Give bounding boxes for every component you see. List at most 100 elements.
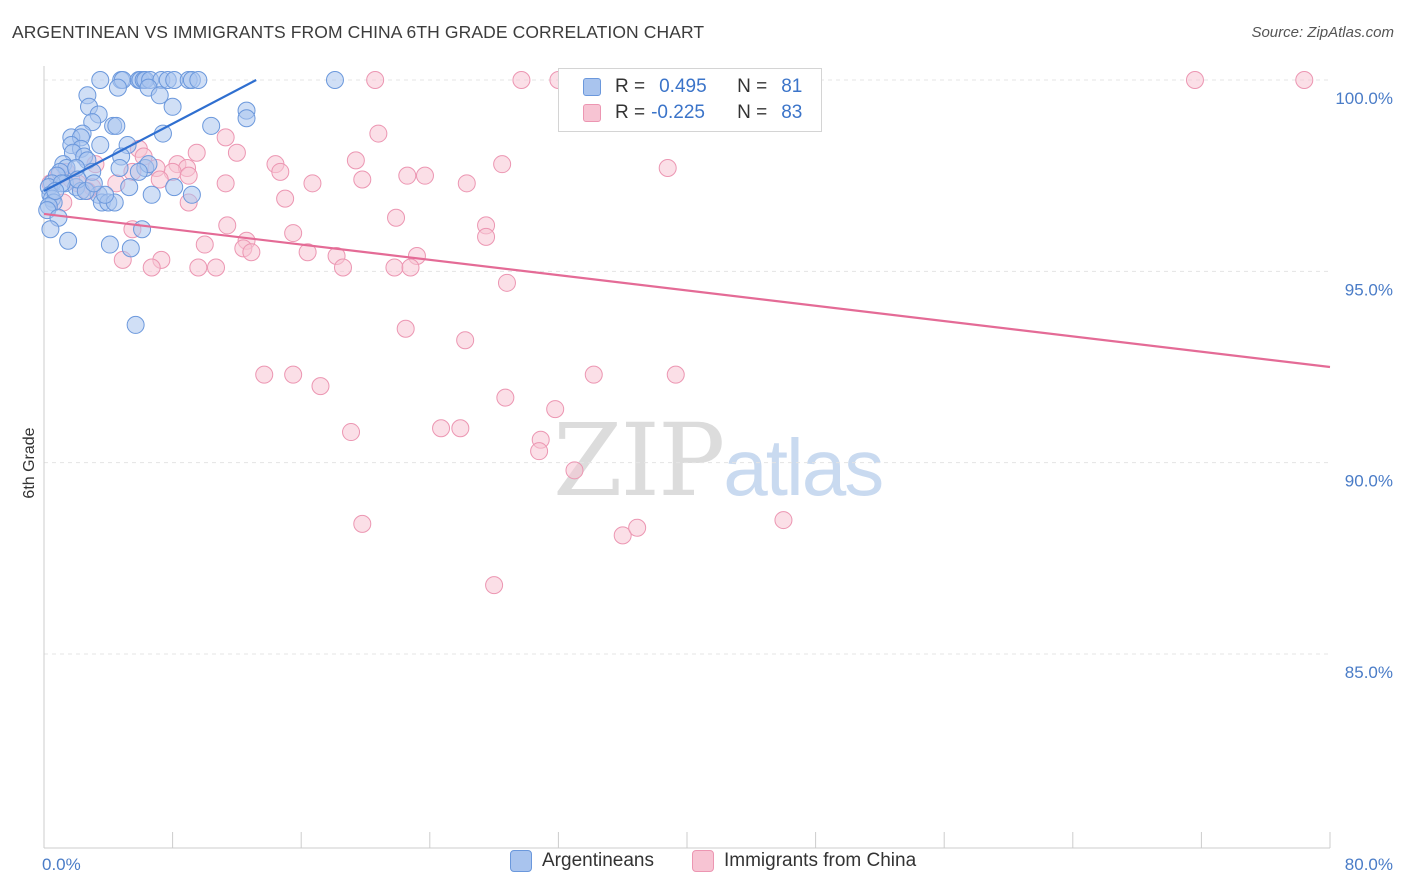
x-tick-label: 80.0% [1345, 855, 1393, 874]
data-point-china [276, 189, 295, 208]
data-point-china [613, 526, 632, 545]
series-immigrants-from-china [41, 71, 1314, 595]
data-point-china [398, 166, 417, 185]
data-point-argentinean [189, 71, 208, 89]
y-tick-label: 85.0% [1345, 663, 1393, 682]
data-point-china [1295, 71, 1314, 89]
data-point-argentinean [202, 116, 221, 135]
legend-r-label: R = [615, 102, 646, 123]
gridlines [44, 79, 1330, 655]
data-point-argentinean [133, 220, 152, 239]
legend-r-value: -0.225 [651, 102, 705, 123]
data-point-china [242, 243, 261, 262]
data-point-china [565, 461, 584, 480]
stats-legend: R = 0.495 N = 81 R = -0.225 N = 83 [558, 68, 822, 132]
axes [43, 66, 1331, 849]
data-point-china [346, 151, 365, 170]
data-point-china [415, 166, 434, 185]
legend-n-value: 81 [781, 76, 803, 97]
watermark-zip: ZIP [553, 402, 725, 519]
data-point-china [255, 365, 274, 384]
data-point-china [195, 235, 214, 254]
y-tick-label: 95.0% [1345, 280, 1393, 299]
data-point-argentinean [129, 162, 148, 181]
data-point-china [493, 155, 512, 174]
y-axis-label: 6th Grade [21, 427, 38, 498]
data-point-china [387, 208, 406, 227]
data-point-china [485, 576, 504, 595]
data-point-china [284, 365, 303, 384]
data-point-china [271, 162, 290, 181]
data-point-china [342, 423, 361, 442]
data-point-argentinean [84, 174, 103, 193]
legend-swatch-blue [583, 78, 601, 96]
data-point-argentinean [121, 239, 140, 258]
legend-label-immigrants-from-china: Immigrants from China [724, 850, 917, 871]
data-point-china [187, 143, 206, 162]
data-point-china [512, 71, 531, 89]
data-point-argentinean [100, 235, 119, 254]
data-point-argentinean [237, 109, 256, 128]
data-point-china [457, 174, 476, 193]
data-point-china [353, 170, 372, 189]
data-point-argentinean [165, 178, 184, 197]
legend-n-label: N = [737, 76, 768, 97]
data-point-china [150, 170, 169, 189]
legend-n-value: 83 [781, 102, 803, 123]
chart-title: ARGENTINEAN VS IMMIGRANTS FROM CHINA 6TH… [12, 22, 705, 42]
data-point-china [298, 243, 317, 262]
legend-swatch-blue [510, 850, 532, 872]
data-point-china [666, 365, 685, 384]
data-point-china [216, 174, 235, 193]
data-point-china [496, 388, 515, 407]
data-point-china [207, 258, 226, 277]
data-point-argentinean [96, 185, 115, 204]
data-point-argentinean [120, 178, 139, 197]
legend-swatch-pink [583, 104, 601, 122]
axis-labels: 85.0% 90.0% 95.0% 100.0% 0.0% 80.0% 6th Grade [21, 89, 1393, 874]
data-point-china [396, 319, 415, 338]
data-point-china [432, 419, 451, 438]
data-point-argentinean [108, 78, 127, 97]
data-point-china [333, 258, 352, 277]
data-point-china [477, 227, 496, 246]
legend-row-immigrants-from-china: R = -0.225 N = 83 [559, 100, 802, 126]
data-point-china [179, 166, 198, 185]
data-point-china [218, 216, 237, 235]
x-tick-label: 0.0% [42, 855, 81, 874]
legend-label-argentineans: Argentineans [542, 850, 654, 871]
legend-item-immigrants-from-china[interactable]: Immigrants from China [692, 850, 916, 872]
data-point-china [369, 124, 388, 143]
data-point-argentinean [107, 116, 126, 135]
legend-row-argentineans: R = 0.495 N = 81 [559, 74, 802, 100]
data-point-argentinean [83, 113, 102, 132]
data-point-china [530, 442, 549, 461]
trend-line-china [43, 212, 1331, 369]
data-point-china [311, 377, 330, 396]
data-point-argentinean [163, 97, 182, 116]
data-point-argentinean [59, 231, 78, 250]
data-point-china [1185, 71, 1204, 89]
data-point-china [385, 258, 404, 277]
data-point-argentinean [91, 136, 110, 155]
trend-lines [43, 79, 1331, 369]
y-tick-label: 100.0% [1335, 89, 1393, 108]
data-point-argentinean [150, 86, 169, 105]
data-point-china [401, 258, 420, 277]
data-point-china [303, 174, 322, 193]
data-point-china [584, 365, 603, 384]
data-point-argentinean [142, 185, 161, 204]
legend-n-label: N = [737, 102, 768, 123]
data-point-argentinean [126, 315, 145, 334]
legend-r-value: 0.495 [659, 76, 707, 97]
data-point-china [774, 511, 793, 530]
data-point-china [284, 224, 303, 243]
data-point-china [628, 518, 647, 537]
data-point-argentinean [41, 220, 60, 239]
data-point-argentinean [110, 159, 129, 178]
legend-item-argentineans[interactable]: Argentineans [510, 850, 654, 872]
data-point-china [227, 143, 246, 162]
legend-swatch-pink [692, 850, 714, 872]
data-point-china [216, 128, 235, 147]
data-point-china [353, 514, 372, 533]
